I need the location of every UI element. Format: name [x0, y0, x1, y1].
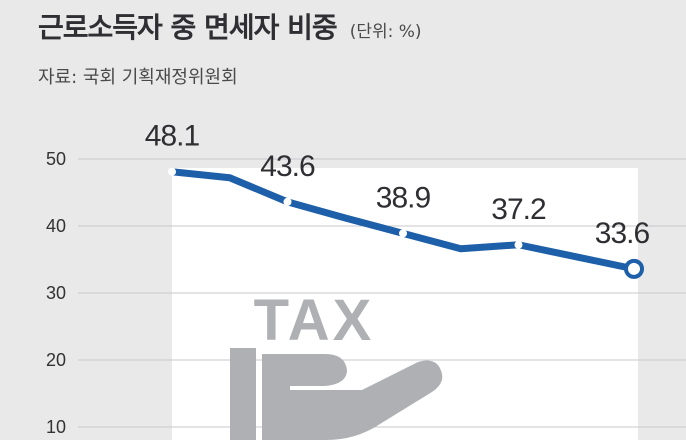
data-label: 43.6 — [260, 150, 315, 183]
data-labels: 48.1 43.6 38.9 37.2 33.6 — [145, 120, 651, 250]
data-point — [514, 240, 523, 249]
y-tick-label: 50 — [46, 149, 66, 169]
tax-hand-illustration: TAX — [230, 288, 443, 440]
data-point — [399, 229, 407, 238]
y-tick-label: 30 — [46, 283, 66, 303]
y-tick-label: 20 — [46, 350, 66, 370]
tax-text: TAX — [254, 288, 375, 353]
y-tick-label: 10 — [46, 417, 66, 437]
data-point — [168, 167, 176, 176]
chart-header: 근로소득자 중 면세자 비중 (단위: %) — [38, 6, 422, 46]
y-tick-label: 40 — [46, 216, 66, 236]
data-label: 48.1 — [145, 120, 200, 153]
data-point — [283, 197, 292, 206]
data-label: 38.9 — [376, 181, 431, 214]
chart-title: 근로소득자 중 면세자 비중 — [38, 11, 338, 44]
source-label: 자료: 국회 기획재정위원회 — [38, 67, 238, 88]
unit-label: (단위: %) — [349, 22, 422, 42]
hand-holding-tax-icon — [230, 348, 443, 440]
data-point — [624, 258, 644, 279]
data-label: 33.6 — [595, 217, 650, 250]
data-label: 37.2 — [491, 193, 546, 226]
y-axis: 10 20 30 40 50 — [46, 149, 66, 437]
data-points — [168, 167, 644, 279]
